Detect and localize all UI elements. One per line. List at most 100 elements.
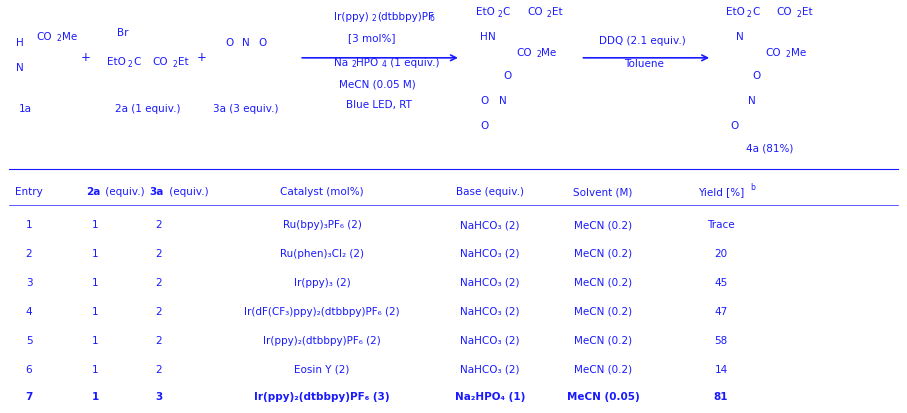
Text: MeCN (0.05 M): MeCN (0.05 M) — [339, 79, 416, 89]
Text: EtO: EtO — [107, 57, 126, 67]
Text: Ir(ppy)₃ (2): Ir(ppy)₃ (2) — [294, 278, 350, 288]
Text: N: N — [499, 96, 507, 106]
Text: 2: 2 — [155, 249, 162, 259]
Text: Et: Et — [802, 7, 813, 17]
Text: NaHCO₃ (2): NaHCO₃ (2) — [460, 249, 520, 259]
Text: [3 mol%]: [3 mol%] — [348, 33, 395, 43]
Text: 6: 6 — [25, 365, 33, 375]
Text: Blue LED, RT: Blue LED, RT — [346, 100, 413, 110]
Text: 47: 47 — [715, 307, 727, 317]
Text: 4: 4 — [25, 307, 33, 317]
Text: DDQ (2.1 equiv.): DDQ (2.1 equiv.) — [599, 36, 686, 46]
Text: Ru(bpy)₃PF₆ (2): Ru(bpy)₃PF₆ (2) — [283, 220, 361, 230]
Text: Br: Br — [117, 28, 128, 38]
Text: Solvent (M): Solvent (M) — [573, 187, 633, 197]
Text: CO: CO — [36, 32, 52, 42]
Text: 1: 1 — [25, 220, 33, 230]
Text: 2: 2 — [155, 307, 162, 317]
Text: 2: 2 — [172, 59, 177, 69]
Text: Ir(ppy)₂(dtbbpy)PF₆ (3): Ir(ppy)₂(dtbbpy)PF₆ (3) — [254, 392, 390, 402]
Text: 14: 14 — [715, 365, 727, 375]
Text: Me: Me — [62, 32, 77, 42]
Text: 2: 2 — [25, 249, 33, 259]
Text: O: O — [481, 96, 489, 106]
Text: Et: Et — [552, 7, 563, 17]
Text: Ir(dF(CF₃)ppy)₂(dtbbpy)PF₆ (2): Ir(dF(CF₃)ppy)₂(dtbbpy)PF₆ (2) — [244, 307, 400, 317]
Text: 2: 2 — [128, 59, 132, 69]
Text: 3: 3 — [25, 278, 33, 288]
Text: H: H — [480, 32, 488, 42]
Text: 2a: 2a — [86, 187, 101, 197]
Text: MeCN (0.2): MeCN (0.2) — [574, 278, 632, 288]
Text: 2: 2 — [746, 10, 751, 19]
Text: Trace: Trace — [707, 220, 735, 230]
Text: 2: 2 — [56, 34, 61, 43]
Text: N: N — [488, 32, 496, 42]
Text: Toluene: Toluene — [624, 59, 664, 69]
Text: C: C — [133, 57, 141, 67]
Text: Et: Et — [178, 57, 189, 67]
Text: NaHCO₃ (2): NaHCO₃ (2) — [460, 365, 520, 375]
Text: N: N — [748, 96, 756, 106]
Text: MeCN (0.2): MeCN (0.2) — [574, 365, 632, 375]
Text: Na₂HPO₄ (1): Na₂HPO₄ (1) — [454, 392, 525, 402]
Text: Entry: Entry — [15, 187, 43, 197]
Text: CO: CO — [527, 7, 542, 17]
Text: 3a: 3a — [150, 187, 164, 197]
Text: O: O — [481, 121, 489, 131]
Text: NaHCO₃ (2): NaHCO₃ (2) — [460, 278, 520, 288]
Text: C: C — [502, 7, 510, 17]
Text: Yield [%]: Yield [%] — [698, 187, 744, 197]
Text: 7: 7 — [25, 392, 33, 402]
Text: 1a: 1a — [19, 104, 32, 114]
Text: EtO: EtO — [726, 7, 745, 17]
Text: 2: 2 — [536, 50, 541, 59]
Text: Ru(phen)₃Cl₂ (2): Ru(phen)₃Cl₂ (2) — [280, 249, 364, 259]
Text: CO: CO — [516, 48, 532, 58]
Text: O: O — [258, 38, 267, 48]
Text: 1: 1 — [92, 392, 99, 402]
Text: Me: Me — [541, 48, 557, 58]
Text: NaHCO₃ (2): NaHCO₃ (2) — [460, 307, 520, 317]
Text: 1: 1 — [92, 365, 99, 375]
Text: 1: 1 — [92, 249, 99, 259]
Text: 3a (3 equiv.): 3a (3 equiv.) — [213, 104, 278, 114]
Text: 6: 6 — [430, 14, 434, 23]
Text: 1: 1 — [92, 336, 99, 346]
Text: 2: 2 — [155, 278, 162, 288]
Text: MeCN (0.2): MeCN (0.2) — [574, 307, 632, 317]
Text: O: O — [503, 71, 512, 81]
Text: 5: 5 — [25, 336, 33, 346]
Text: O: O — [730, 121, 738, 131]
Text: Me: Me — [791, 48, 806, 58]
Text: C: C — [752, 7, 759, 17]
Text: MeCN (0.2): MeCN (0.2) — [574, 249, 632, 259]
Text: 2a (1 equiv.): 2a (1 equiv.) — [115, 104, 180, 114]
Text: N: N — [736, 32, 745, 42]
Text: (1 equiv.): (1 equiv.) — [387, 58, 440, 68]
Text: HPO: HPO — [356, 58, 379, 68]
Text: 58: 58 — [715, 336, 727, 346]
Text: CO: CO — [152, 57, 168, 67]
Text: 20: 20 — [715, 249, 727, 259]
Text: 1: 1 — [92, 307, 99, 317]
Text: MeCN (0.05): MeCN (0.05) — [567, 392, 639, 402]
Text: O: O — [753, 71, 761, 81]
Text: NaHCO₃ (2): NaHCO₃ (2) — [460, 336, 520, 346]
Text: (equiv.): (equiv.) — [102, 187, 145, 197]
Text: 2: 2 — [796, 10, 801, 19]
Text: MeCN (0.2): MeCN (0.2) — [574, 220, 632, 230]
Text: 2: 2 — [372, 14, 376, 23]
Text: 3: 3 — [155, 392, 162, 402]
Text: Ir(ppy): Ir(ppy) — [334, 12, 368, 21]
Text: CO: CO — [766, 48, 781, 58]
Text: Base (equiv.): Base (equiv.) — [456, 187, 523, 197]
Text: CO: CO — [776, 7, 792, 17]
Text: EtO: EtO — [476, 7, 495, 17]
Text: O: O — [225, 38, 234, 48]
Text: 2: 2 — [155, 336, 162, 346]
Text: (dtbbpy)PF: (dtbbpy)PF — [377, 12, 434, 21]
Text: 1: 1 — [92, 278, 99, 288]
Text: Eosin Y (2): Eosin Y (2) — [294, 365, 350, 375]
Text: 2: 2 — [155, 220, 162, 230]
